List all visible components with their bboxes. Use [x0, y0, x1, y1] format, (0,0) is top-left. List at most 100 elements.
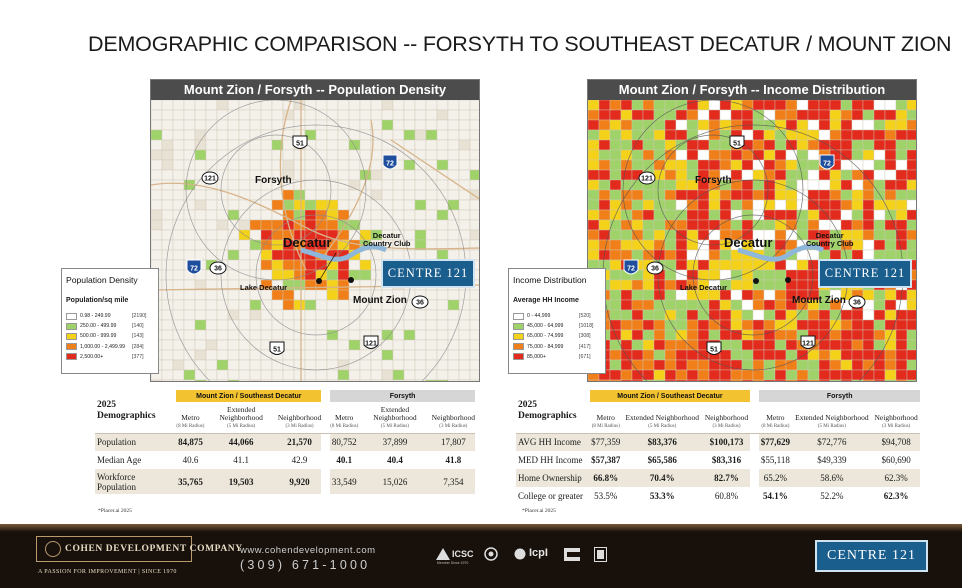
- column-name: Metro: [596, 412, 615, 422]
- table-cell: $77,359: [589, 432, 622, 451]
- column-radius: (5 Mi Radius): [817, 423, 846, 429]
- column-name: Metro: [181, 412, 200, 422]
- column-radius: (3 Mi Radius): [712, 423, 741, 429]
- route-shield-icon: 36: [646, 261, 664, 275]
- route-shield-icon: 36: [209, 261, 227, 275]
- company-tagline: A PASSION FOR IMPROVEMENT | SINCE 1970: [38, 569, 177, 575]
- table-cell: $49,339: [817, 455, 847, 465]
- legend-item: 1,000.00 - 2,499.99 [284]: [66, 342, 154, 352]
- legend-item: 45,000 - 64,999 [1018]: [513, 321, 601, 331]
- route-shield-icon: 121: [201, 171, 219, 185]
- column-name: Neighborhood: [431, 412, 475, 422]
- legend-range: 1,000.00 - 2,499.99: [80, 343, 125, 350]
- population-density-map: Mount Zion / Forsyth -- Population Densi…: [150, 79, 480, 382]
- legend-count: [520]: [579, 313, 591, 320]
- label-lake-decatur: Lake Decatur: [240, 283, 288, 292]
- route-number: 72: [386, 161, 394, 168]
- table-cell: 84,875: [176, 432, 205, 451]
- legend-title: Population Density: [66, 275, 138, 285]
- column-header: Metro (8 Mi Radius): [759, 402, 791, 433]
- legend-range: 2,500.00+: [80, 353, 104, 360]
- legend-subtitle: Average HH Income: [513, 297, 579, 304]
- label-forsyth-income: Forsyth: [695, 175, 732, 186]
- income-demographics-table: 2025 Demographics Mount Zion / Southeast…: [516, 390, 920, 505]
- column-radius: (3 Mi Radius): [882, 423, 911, 429]
- column-radius: (8 Mi Radius): [591, 423, 620, 429]
- legend-range: 75,000 - 84,999: [527, 343, 564, 350]
- legend-item: 85,000+ [671]: [513, 352, 601, 362]
- legend-swatch: [66, 332, 77, 340]
- table-cell: 40.4: [387, 455, 403, 465]
- route-number: 121: [802, 341, 814, 348]
- route-number: 36: [651, 266, 659, 273]
- route-number: 36: [853, 300, 861, 307]
- group-mount-zion: Mount Zion / Southeast Decatur: [176, 390, 322, 402]
- table-cell: 65.2%: [759, 469, 792, 487]
- table-cell: 58.6%: [791, 469, 873, 487]
- route-shield-icon: 121: [363, 335, 379, 349]
- legend-count: [2190]: [132, 313, 147, 320]
- icsc-logo-icon: [436, 548, 450, 560]
- legend-count: [671]: [579, 353, 591, 360]
- column-radius: (5 Mi Radius): [227, 423, 256, 429]
- legend-count: [284]: [132, 343, 144, 350]
- legend-swatch: [513, 322, 524, 330]
- table-year: 2025: [518, 400, 537, 411]
- route-shield-icon: 121: [800, 335, 816, 349]
- table-cell: 40.6: [182, 455, 199, 465]
- label-lake-decatur-income: Lake Decatur: [680, 283, 728, 292]
- website-link[interactable]: www.cohendevelopment.com: [240, 545, 376, 556]
- table-cell: 53.3%: [649, 491, 675, 501]
- column-name: Neighborhood: [704, 412, 749, 422]
- legend-item: 0.98 - 249.99 [2190]: [66, 311, 154, 321]
- icsc-member-since: Member Since 1970: [437, 561, 469, 565]
- route-number: 51: [710, 347, 718, 354]
- legend-swatch: [66, 343, 77, 351]
- route-shield-icon: 36: [848, 295, 866, 309]
- column-radius: (8 Mi Radius): [330, 423, 359, 429]
- legend-range: 500.00 - 999.99: [80, 333, 117, 340]
- table-cell: 54.1%: [763, 491, 788, 501]
- row-label: Workforce Population: [95, 469, 177, 494]
- column-name: Extended Neighborhood: [219, 404, 263, 422]
- route-shield-icon: 72: [819, 154, 835, 170]
- table-row: Home Ownership 66.8% 70.4% 82.7% 65.2% 58.6% 6…: [516, 469, 920, 487]
- table-cell: 66.8%: [589, 469, 622, 487]
- route-number: 36: [416, 300, 424, 307]
- label-country-club: Decatur Country Club: [363, 231, 411, 248]
- route-shield-icon: 51: [269, 341, 285, 355]
- route-number: 51: [296, 141, 304, 148]
- legend-swatch: [66, 312, 77, 320]
- column-name: Metro: [766, 412, 785, 422]
- table-row: Median Age 40.6 41.1 42.9 40.1 40.4 41.8: [95, 451, 475, 469]
- population-demographics-table: 2025 Demographics Mount Zion / Southeast…: [95, 390, 475, 494]
- label-mount-zion: Mount Zion: [353, 295, 407, 306]
- table-cell: $83,316: [711, 455, 742, 465]
- route-number: 121: [204, 176, 216, 183]
- table-cell: 53.5%: [594, 491, 618, 501]
- label-forsyth: Forsyth: [255, 175, 292, 186]
- legend-range: 85,000+: [527, 353, 546, 360]
- route-shield-icon: 72: [186, 259, 202, 275]
- table-cell: $65,586: [647, 455, 677, 465]
- company-name: COHEN DEVELOPMENT COMPANY: [65, 544, 243, 554]
- density-grid: [151, 99, 479, 381]
- column-name: Extended Neighborhood: [795, 412, 869, 422]
- column-header: Neighborhood (3 Mi Radius): [278, 402, 321, 433]
- column-radius: (8 Mi Radius): [176, 423, 205, 429]
- column-radius: (5 Mi Radius): [380, 423, 409, 429]
- table-cell: 42.9: [291, 455, 308, 465]
- equal-housing-icon: [594, 547, 607, 562]
- column-header: Neighborhood (3 Mi Radius): [872, 402, 920, 433]
- centre-121-badge: CENTRE 121: [381, 259, 475, 288]
- legend-item: 0 - 44,999 [520]: [513, 311, 601, 321]
- table-cell: 82.7%: [702, 469, 751, 487]
- legend-item: 2,500.00+ [377]: [66, 352, 154, 362]
- legend-range: 45,000 - 64,999: [527, 323, 564, 330]
- route-number: 121: [365, 341, 377, 348]
- legend-item: 250.00 - 499.99 [140]: [66, 321, 154, 331]
- centre-121-badge: CENTRE 121: [818, 259, 912, 288]
- table-cell: $72,776: [791, 432, 873, 451]
- table-cell: 52.2%: [820, 491, 844, 501]
- route-shields: 51 72 121 36 51 121 72 36 51 72 121 36 51 121 72 36: [186, 135, 866, 355]
